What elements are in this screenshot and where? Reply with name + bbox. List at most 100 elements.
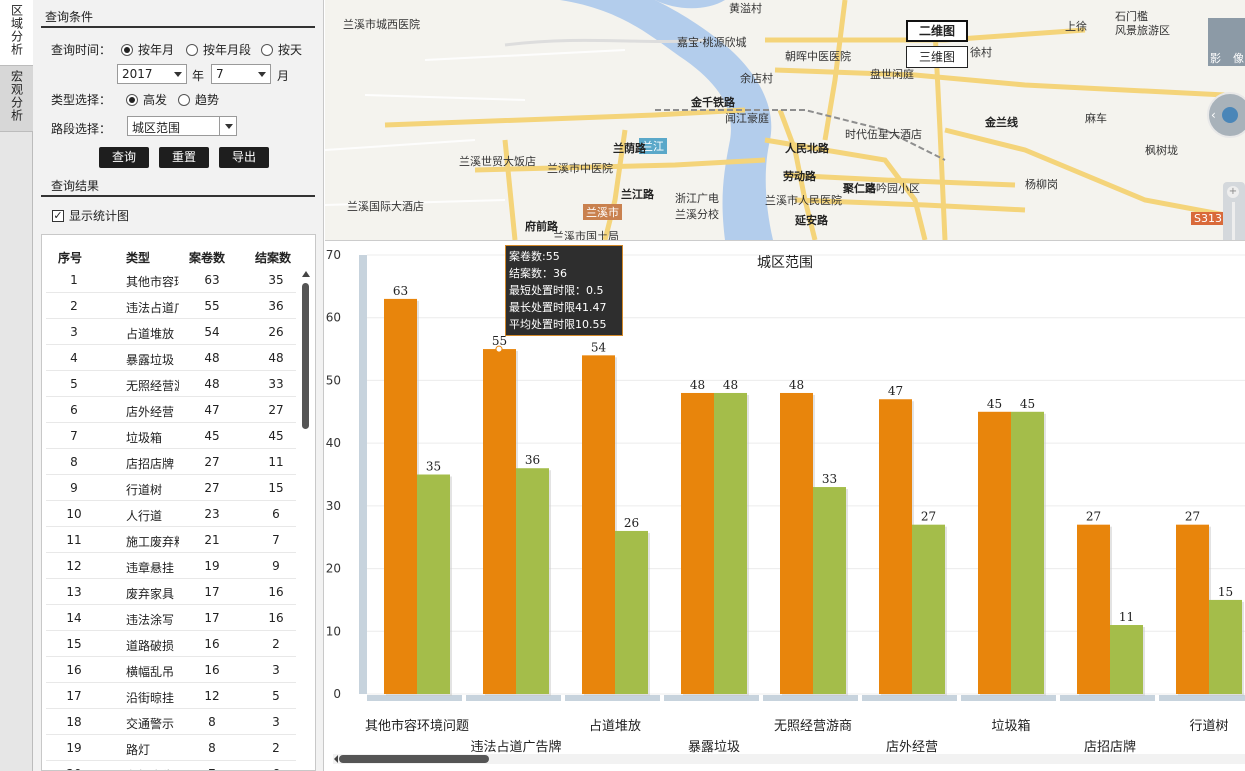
- table-row[interactable]: 17 沿街晾挂 12 5: [46, 683, 296, 709]
- road-select[interactable]: 城区范围: [127, 116, 237, 136]
- scroll-thumb[interactable]: [302, 283, 309, 429]
- row-closed: 6: [250, 767, 302, 770]
- bar-cases[interactable]: [978, 411, 1011, 694]
- table-row[interactable]: 8 店招店牌 27 11: [46, 449, 296, 475]
- query-button[interactable]: 查询: [99, 147, 149, 168]
- table-row[interactable]: 1 其他市容环境问题 63 35: [46, 267, 296, 293]
- table-row[interactable]: 13 废弃家具 17 16: [46, 579, 296, 605]
- tab-regional-analysis[interactable]: 区域分析: [0, 0, 33, 66]
- bar-closed[interactable]: [615, 530, 648, 694]
- table-row[interactable]: 10 人行道 23 6: [46, 501, 296, 527]
- map-label: 杨柳岗: [1025, 178, 1058, 191]
- map-label: 上徐: [1065, 20, 1087, 33]
- divider: [41, 26, 315, 28]
- radio-high-frequency[interactable]: 高发: [126, 91, 167, 108]
- table-row[interactable]: 7 垃圾箱 45 45: [46, 423, 296, 449]
- view-2d-button[interactable]: 二维图: [906, 20, 968, 42]
- bar-cases[interactable]: [483, 349, 516, 694]
- table-row[interactable]: 6 店外经营 47 27: [46, 397, 296, 423]
- table-row[interactable]: 18 交通警示 8 3: [46, 709, 296, 735]
- radio-by-month-range[interactable]: 按年月段: [186, 41, 251, 58]
- row-index: 14: [66, 611, 82, 625]
- y-axis-band: [359, 255, 367, 694]
- scroll-left-icon[interactable]: [334, 755, 338, 763]
- bar-cases[interactable]: [879, 399, 912, 694]
- x-axis-segment: [466, 695, 561, 701]
- bar-closed[interactable]: [1110, 625, 1143, 694]
- month-select[interactable]: 7: [211, 64, 271, 84]
- col-header-index: 序号: [58, 251, 83, 265]
- row-cases: 19: [204, 559, 220, 573]
- chart-scroll-thumb[interactable]: [339, 755, 489, 763]
- table-row[interactable]: 15 道路破损 16 2: [46, 631, 296, 657]
- row-type: 沿街晾挂: [126, 691, 175, 705]
- query-panel: 查询条件 查询时间： 按年月 按年月段 按天 2017 年 7 月 类型选择： …: [33, 0, 324, 771]
- row-index: 2: [70, 299, 78, 313]
- bar-cases[interactable]: [582, 355, 615, 694]
- export-button[interactable]: 导出: [219, 147, 269, 168]
- x-axis-segment: [961, 695, 1056, 701]
- bar-cases[interactable]: [1176, 524, 1209, 694]
- map-label: 嘉宝·桃源欣城: [677, 36, 747, 49]
- row-type: 其他市容环境问题: [126, 275, 179, 289]
- table-row[interactable]: 20条幅广告76: [46, 761, 296, 770]
- view-3d-button[interactable]: 三维图: [906, 46, 968, 68]
- table-row[interactable]: 19 路灯 8 2: [46, 735, 296, 761]
- row-type: 无照经营游商: [126, 379, 179, 393]
- table-row[interactable]: 4 暴露垃圾 48 48: [46, 345, 296, 371]
- bar-closed[interactable]: [516, 468, 549, 694]
- map-view[interactable]: 兰溪市城西医院 黄溢村 嘉宝·桃源欣城 朝晖中医医院 徐村 上徐 石门檻 风景旅…: [325, 0, 1245, 240]
- row-cases: 8: [208, 715, 216, 729]
- bar-closed[interactable]: [912, 524, 945, 694]
- bar-cases[interactable]: [384, 298, 417, 694]
- chevron-left-icon[interactable]: ‹: [1211, 108, 1216, 122]
- chevron-down-icon: [174, 72, 182, 77]
- table-row[interactable]: 12 违章悬挂 19 9: [46, 553, 296, 579]
- row-closed: 6: [272, 507, 280, 521]
- bar-closed[interactable]: [1209, 599, 1242, 694]
- row-cases: 48: [204, 377, 220, 391]
- year-select[interactable]: 2017: [117, 64, 187, 84]
- pan-compass[interactable]: ‹: [1207, 92, 1245, 138]
- zoom-in-icon[interactable]: +: [1227, 186, 1239, 198]
- x-category-label: 店外经营: [886, 740, 938, 755]
- bar-closed[interactable]: [417, 474, 450, 695]
- scroll-up-icon[interactable]: [302, 271, 310, 277]
- radio-trend[interactable]: 趋势: [178, 91, 219, 108]
- radio-dot: [178, 93, 190, 106]
- table-row[interactable]: 2 违法占道广告牌 55 36: [46, 293, 296, 319]
- row-cases: 12: [204, 689, 220, 703]
- reset-button[interactable]: 重置: [159, 147, 209, 168]
- table-row[interactable]: 14 违法涂写 17 16: [46, 605, 296, 631]
- bar-closed[interactable]: [1011, 411, 1044, 694]
- y-tick-label: 40: [326, 436, 341, 450]
- row-cases: 21: [204, 533, 220, 547]
- imagery-layer-button[interactable]: 影像: [1208, 18, 1245, 66]
- table-row[interactable]: 16 横幅乱吊 16 3: [46, 657, 296, 683]
- bar-cases[interactable]: [681, 392, 714, 694]
- bar-closed[interactable]: [714, 392, 747, 694]
- chart-scrollbar[interactable]: [333, 754, 1245, 764]
- row-index: 13: [66, 585, 82, 599]
- bar-cases[interactable]: [1077, 524, 1110, 694]
- table-row[interactable]: 11 施工废弃料 21 7: [46, 527, 296, 553]
- x-axis-segment: [1060, 695, 1155, 701]
- tab-macro-analysis[interactable]: 宏观分析: [0, 66, 33, 132]
- map-label: 兰溪分校: [675, 208, 719, 221]
- radio-by-day[interactable]: 按天: [261, 41, 302, 58]
- bar-cases[interactable]: [780, 392, 813, 694]
- row-index: 4: [70, 351, 78, 365]
- table-scrollbar[interactable]: [300, 271, 312, 769]
- table-row[interactable]: 3 占道堆放 54 26: [46, 319, 296, 345]
- results-table: 序号 类型 案卷数 结案数 1其他市容环境问题63352违法占道广告牌55363…: [41, 234, 316, 771]
- row-index: 11: [66, 533, 82, 547]
- map-label: 兰溪市: [583, 204, 622, 220]
- row-type: 废弃家具: [126, 587, 175, 601]
- radio-by-month[interactable]: 按年月: [121, 41, 174, 58]
- data-label: 45: [987, 397, 1002, 411]
- show-chart-checkbox[interactable]: ✓ 显示统计图: [52, 208, 130, 223]
- table-row[interactable]: 5 无照经营游商 48 33: [46, 371, 296, 397]
- bar-closed[interactable]: [813, 487, 846, 694]
- table-row[interactable]: 9 行道树 27 15: [46, 475, 296, 501]
- row-index: 5: [70, 377, 78, 391]
